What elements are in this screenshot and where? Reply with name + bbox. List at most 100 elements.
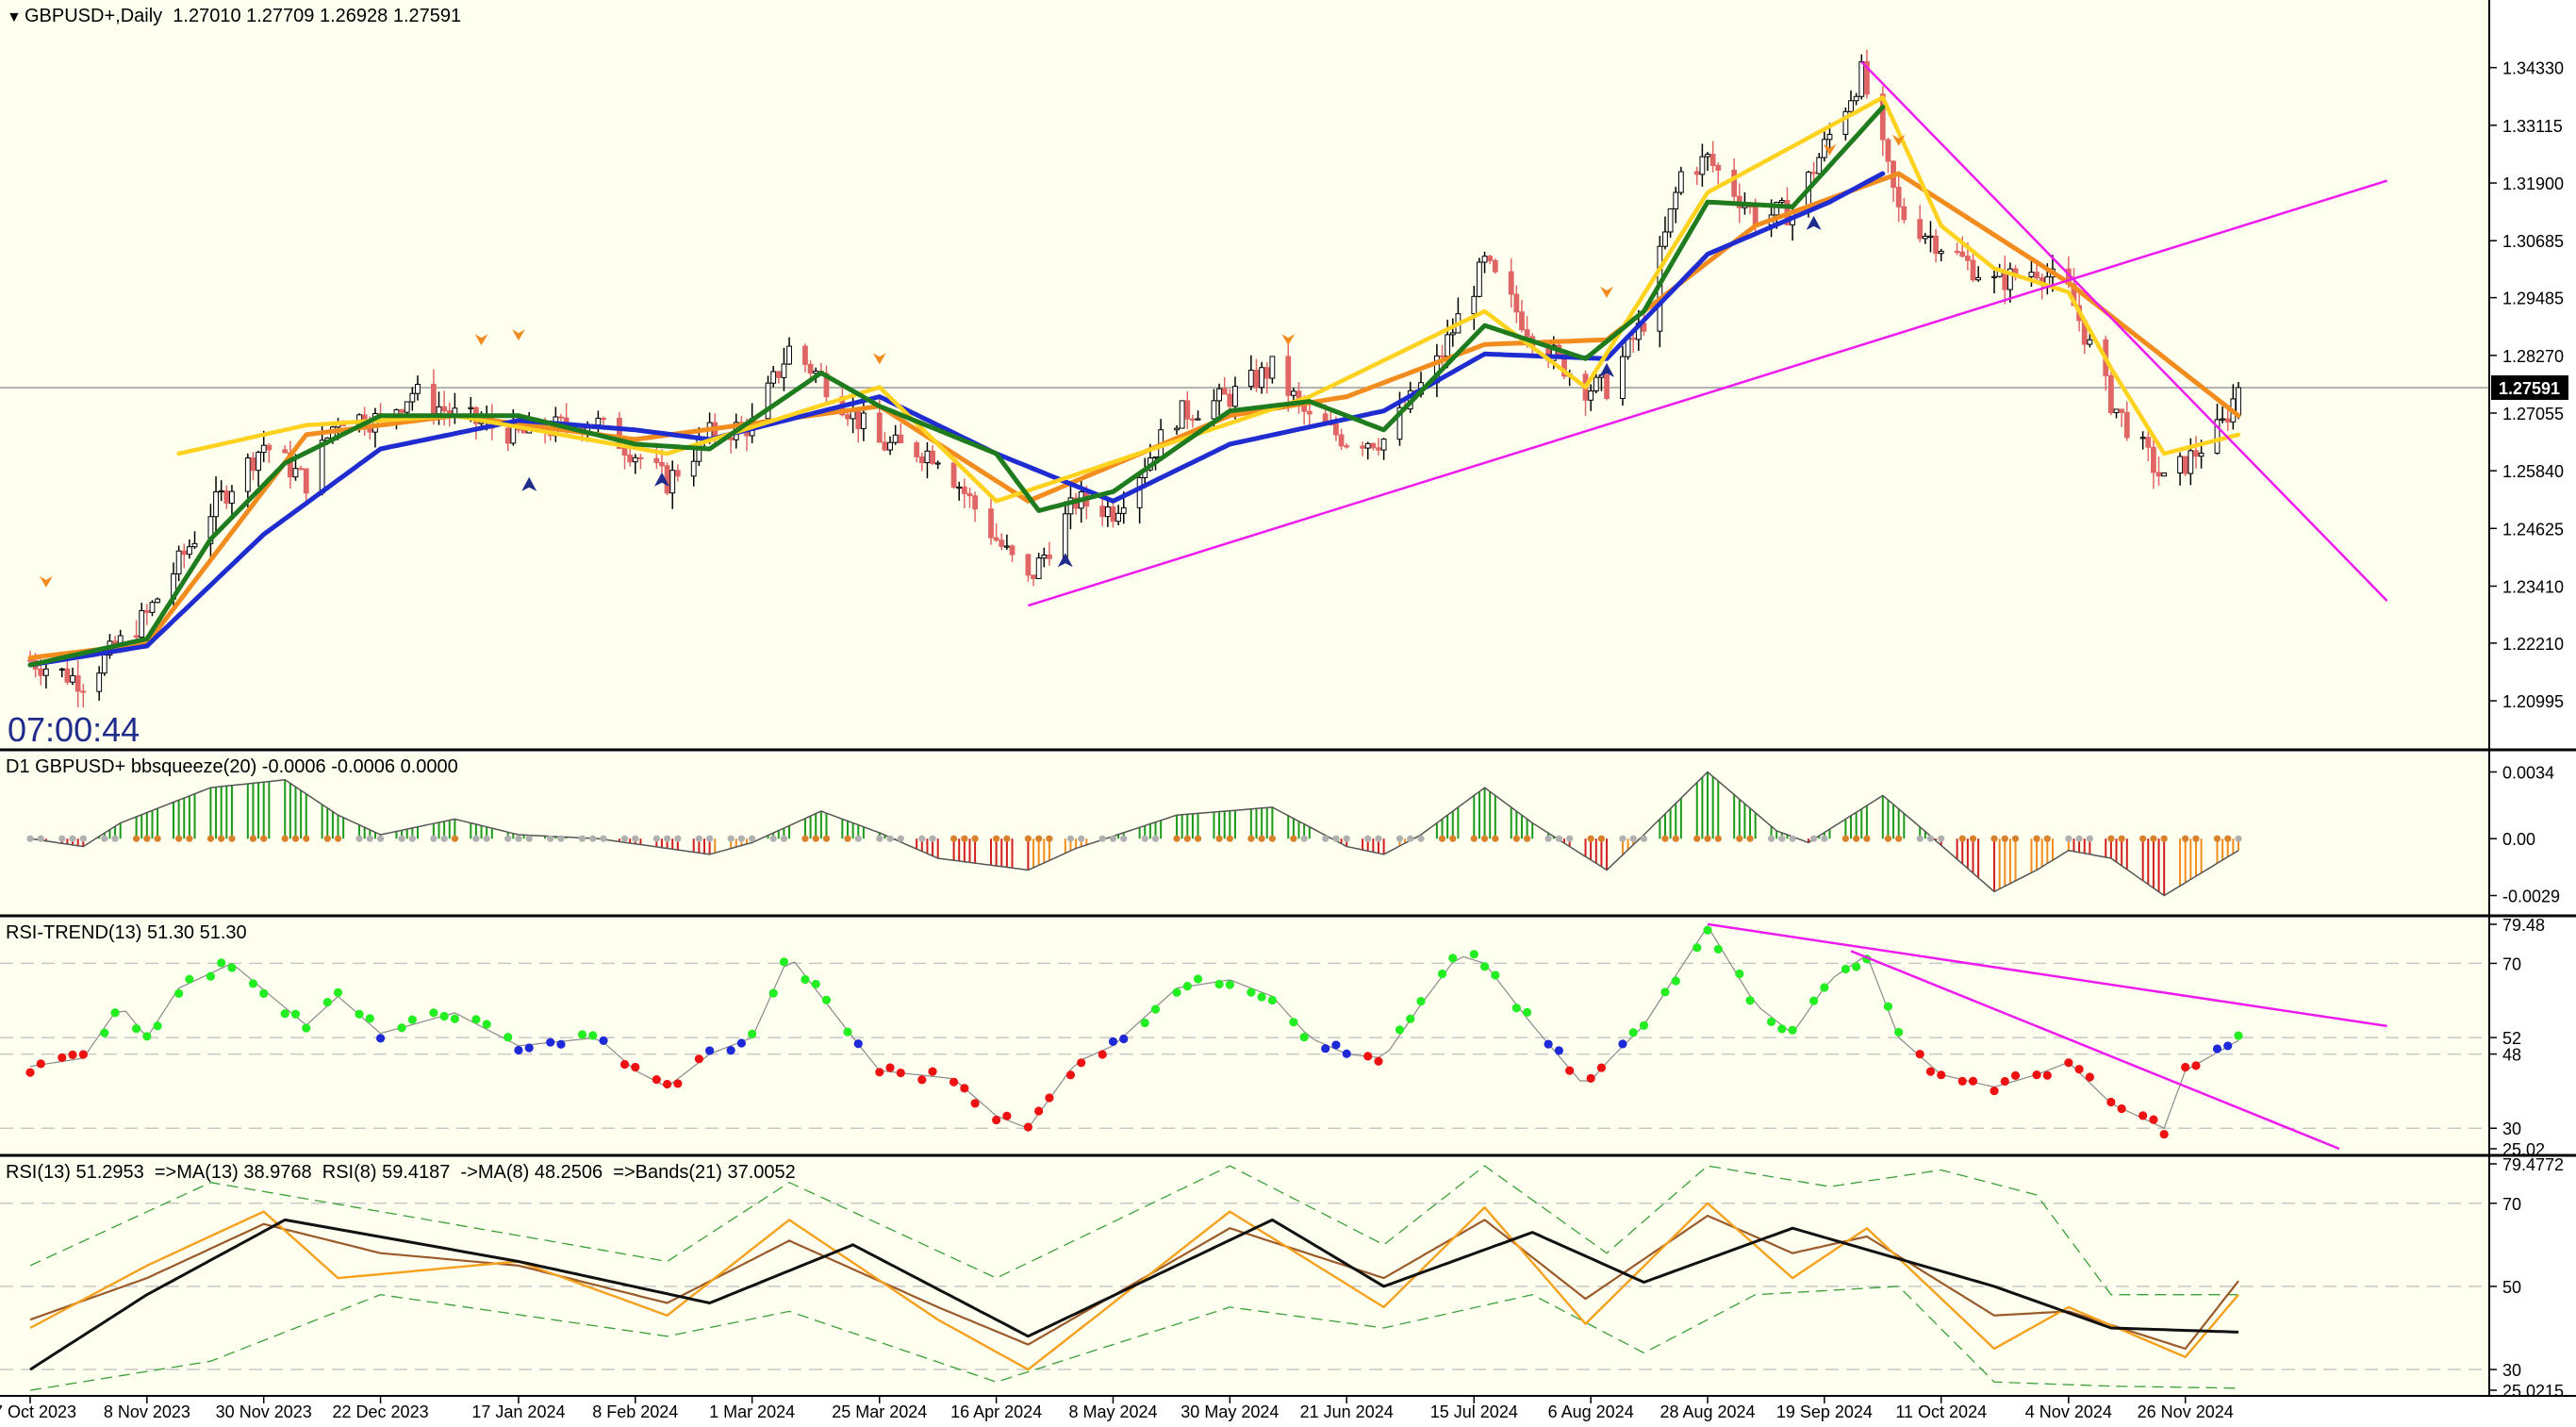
candle-body: [1152, 456, 1159, 459]
squeeze-dot: [79, 835, 87, 842]
squeeze-dot: [525, 835, 533, 842]
candle-body: [775, 371, 782, 378]
rsi-trend-dot: [365, 1014, 374, 1023]
candle-body: [1588, 390, 1594, 401]
rsi-axis-label: 25.0215: [2502, 1382, 2564, 1401]
squeeze-dot: [1841, 835, 1849, 842]
rsi-trend-dot: [1406, 1014, 1415, 1023]
candle-body: [674, 470, 681, 477]
candle-body: [520, 429, 527, 434]
rsi-trend-dot: [1172, 987, 1181, 997]
candle-body: [399, 409, 405, 413]
candle-body: [175, 550, 182, 574]
squeeze-dot: [1524, 835, 1531, 842]
squeeze-dot: [674, 835, 682, 842]
squeeze-dot: [1109, 835, 1117, 842]
time-axis-label: 17 Jan 2024: [471, 1402, 565, 1421]
rsi-axis-label: 79.4772: [2502, 1155, 2564, 1174]
candle-body: [70, 674, 75, 683]
squeeze-dot: [1597, 835, 1606, 842]
squeeze-dot: [1958, 835, 1966, 842]
rsi-trend-dot: [1374, 1056, 1383, 1066]
squeeze-dot: [281, 835, 289, 842]
squeeze-dot: [1226, 835, 1233, 842]
rsi-trend-dot: [1735, 969, 1744, 979]
rsi-trend-dot: [736, 1038, 746, 1048]
squeeze-dot: [143, 835, 151, 842]
candle-body: [1487, 256, 1494, 261]
rsi-trend-dot: [2064, 1058, 2073, 1068]
bbsqueeze-axis-label: -0.0029: [2502, 888, 2560, 906]
rsi-trend-dot: [1267, 995, 1277, 1005]
candle-body: [303, 468, 309, 494]
squeeze-dot: [1024, 835, 1032, 842]
rsi-trend-dot: [142, 1032, 152, 1041]
sell-arrow-icon: [474, 334, 488, 346]
candle-body: [1216, 388, 1222, 402]
rsi-trend-dot: [58, 1053, 67, 1062]
rsi-trend-dot: [1448, 954, 1458, 963]
candle-body: [802, 345, 808, 365]
rsi-trend-dot: [259, 988, 269, 998]
squeeze-dot: [706, 835, 714, 842]
price-axis-label: 1.20995: [2502, 692, 2564, 711]
squeeze-dot: [1120, 835, 1128, 842]
rsi-trend-dot: [482, 1020, 491, 1029]
squeeze-dot: [1746, 835, 1754, 842]
candle-body: [1853, 95, 1859, 102]
rsi-trend-dot: [801, 974, 810, 985]
squeeze-dot: [504, 835, 512, 842]
candle-body: [770, 371, 777, 384]
squeeze-dot: [1215, 835, 1223, 842]
rsi-trend-dot: [726, 1046, 735, 1055]
candle-body: [887, 441, 893, 451]
squeeze-dot: [2182, 835, 2189, 842]
rsi-trend-axis-label: 70: [2502, 954, 2521, 973]
squeeze-dot: [2213, 835, 2221, 842]
sell-arrow-icon: [1281, 334, 1296, 346]
rsi-trend-dot: [1925, 1067, 1936, 1076]
rsi-trend-dot: [992, 1115, 1001, 1125]
time-axis-label: 11 Oct 2024: [1895, 1402, 1987, 1421]
squeeze-dot: [1258, 835, 1265, 842]
squeeze-dot: [2011, 835, 2020, 842]
rsi-series-ma13: [29, 1218, 2239, 1371]
squeeze-dot: [1672, 835, 1679, 842]
candle-body: [637, 456, 644, 459]
candle-body: [2236, 387, 2241, 416]
rsi-trend-dot: [2085, 1072, 2094, 1082]
candle-body: [1099, 506, 1106, 518]
squeeze-dot: [69, 835, 76, 842]
squeeze-dot: [218, 835, 225, 842]
rsi-trend-dot: [397, 1023, 406, 1033]
candle-body: [101, 654, 107, 674]
buy-arrow-icon: [1599, 362, 1615, 377]
candle-body: [765, 382, 771, 420]
rsi-trend-dot: [2212, 1044, 2222, 1054]
candle-body: [133, 635, 140, 639]
candle-body: [1709, 154, 1716, 166]
candle-body: [2107, 374, 2114, 413]
candle-body: [1370, 442, 1377, 449]
title-dropdown-arrow[interactable]: ▼: [7, 9, 22, 25]
squeeze-dot: [186, 835, 193, 842]
candle-body: [207, 516, 214, 544]
squeeze-dot: [58, 835, 66, 842]
squeeze-dot: [727, 835, 735, 842]
candle-body: [1938, 250, 1944, 255]
squeeze-dot: [1895, 835, 1903, 842]
squeeze-dot: [1926, 835, 1935, 842]
squeeze-dot: [1098, 835, 1106, 842]
time-axis-label: 16 Apr 2024: [950, 1402, 1042, 1421]
rsi-trend-dot: [2149, 1115, 2158, 1124]
candle-body: [621, 447, 628, 456]
candle-body: [876, 412, 883, 443]
price-axis-label: 1.33115: [2502, 117, 2563, 136]
candle-body: [1524, 329, 1530, 338]
candle-body: [1519, 311, 1525, 331]
squeeze-dot: [886, 835, 894, 842]
squeeze-dot: [1853, 835, 1860, 842]
momentum-outline: [29, 771, 2239, 897]
candle-body: [2188, 450, 2194, 474]
squeeze-dot: [1969, 835, 1977, 842]
